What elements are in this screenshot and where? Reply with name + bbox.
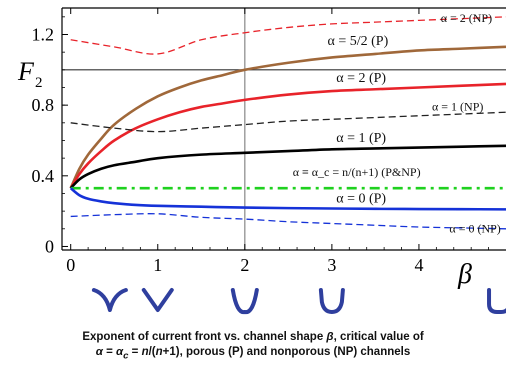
x-tick-label: 3: [327, 255, 336, 275]
chart-figure: 0 1 2 3 400.40.81.2F 2β α = 2 (NP)α = 5/2 (P)…: [17, 7, 506, 315]
series-label: α ≡ α_c = n/(n+1) (P&NP): [293, 165, 421, 179]
series-label: α = 1 (P): [336, 131, 386, 146]
caption-line-1: Exponent of current front vs. channel sh…: [0, 330, 506, 345]
series-line: [69, 187, 506, 211]
caption-text: Exponent of current front vs. channel sh…: [82, 331, 327, 343]
y-tick-label: 0.8: [32, 95, 55, 115]
series-label: α = 0 (NP): [449, 221, 500, 235]
y-tick-label: 0.4: [32, 166, 55, 186]
x-axis-label: β: [457, 259, 472, 290]
caption-n-symbol: n: [155, 346, 163, 358]
caption-text: /(: [148, 346, 156, 358]
axes: 0 1 2 3 400.40.81.2F 2β: [17, 7, 506, 290]
caption-line-2: α = αc = n/(n+1), porous (P) and nonporo…: [0, 345, 506, 363]
caption-text: =: [102, 346, 116, 358]
caption-text: =: [128, 346, 142, 358]
caption-text: , critical value of: [333, 331, 424, 343]
series-label: α = 2 (NP): [441, 11, 492, 25]
series-layer: [69, 16, 506, 230]
series-labels: α = 2 (NP) α = 5/2 (P) α = 2 (P) α = 1 (NP)…: [293, 11, 501, 235]
series-label: α = 5/2 (P): [328, 34, 389, 49]
x-tick-label: 4: [414, 255, 423, 275]
y-axis-label-subscript: 2: [35, 75, 43, 91]
channel-shape-icon: [487, 288, 506, 314]
channel-shape-icon: [141, 288, 174, 312]
series-label: α = 1 (NP): [432, 99, 483, 113]
x-tick-label: 0: [66, 255, 75, 275]
x-tick-label: 1: [153, 255, 162, 275]
series-line: [69, 82, 506, 189]
channel-shape-icons: [91, 288, 506, 315]
caption-subscript: c: [123, 350, 129, 362]
series-label: α = 0 (P): [336, 191, 386, 206]
series-label: α = 2 (P): [336, 71, 386, 86]
y-axis-label: F: [17, 57, 35, 86]
series-line: [69, 144, 506, 190]
channel-shape-icon: [318, 288, 345, 314]
caption-beta-symbol: β: [326, 331, 334, 343]
y-tick-label: 0: [45, 236, 54, 256]
series-line: [70, 213, 506, 230]
x-tick-label: 2: [240, 255, 249, 275]
series-line: [69, 45, 506, 189]
reference-lines: [62, 8, 506, 250]
y-tick-label: 1.2: [32, 24, 55, 44]
caption-alpha-symbol: α: [95, 346, 103, 358]
caption-alpha-symbol: α: [115, 346, 124, 358]
caption-text: +1), porous (P) and nonporous (NP) chann…: [162, 346, 411, 358]
channel-shape-icon: [91, 288, 128, 312]
channel-shape-icon: [230, 288, 259, 315]
series-line: [70, 16, 506, 55]
figure-caption: Exponent of current front vs. channel sh…: [0, 330, 506, 363]
caption-n-symbol: n: [141, 346, 149, 358]
